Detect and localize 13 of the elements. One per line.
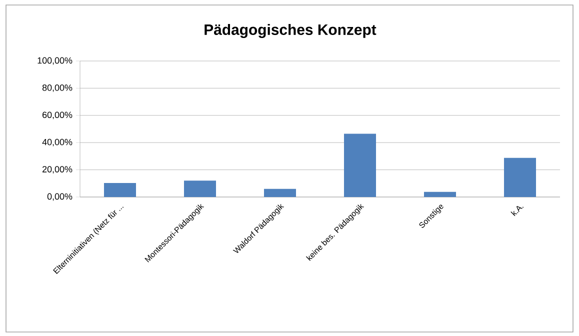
bar — [344, 134, 376, 197]
chart-title: Pädagogisches Konzept — [204, 24, 376, 38]
y-tick-label: 20,00% — [42, 166, 72, 174]
y-tick-label: 60,00% — [42, 112, 72, 120]
bar — [504, 158, 536, 197]
y-tick-label: 40,00% — [42, 138, 72, 146]
y-tick-label: 100,00% — [38, 57, 72, 65]
bar — [424, 192, 456, 197]
y-tick-label: 80,00% — [42, 84, 72, 92]
bar — [104, 182, 136, 197]
bar — [184, 180, 216, 197]
y-tick-label: 0,00% — [47, 193, 72, 201]
bar — [264, 188, 296, 197]
